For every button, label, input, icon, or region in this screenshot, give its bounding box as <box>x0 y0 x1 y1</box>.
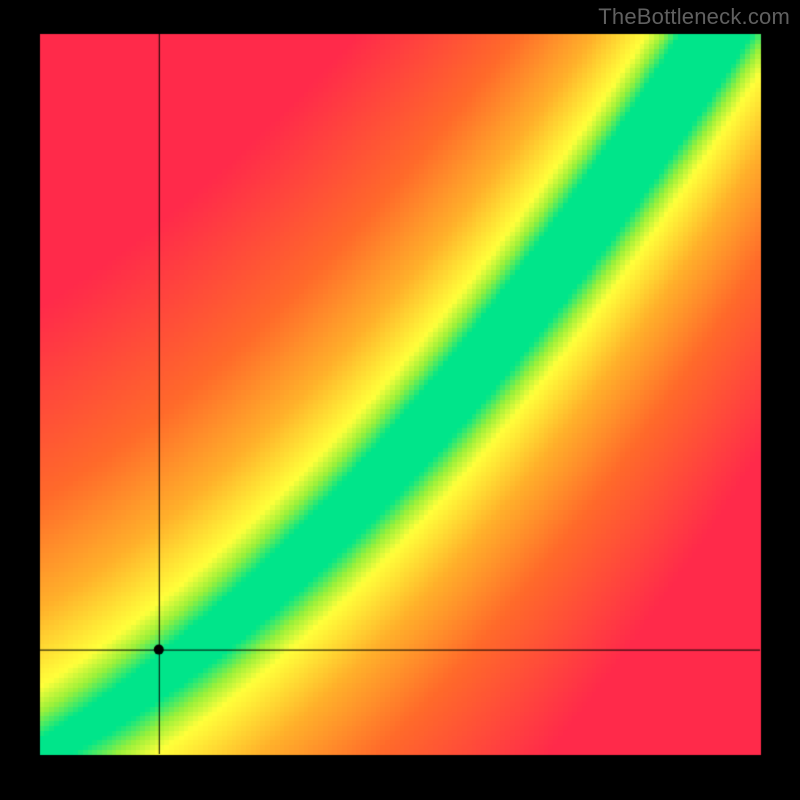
chart-container: TheBottleneck.com <box>0 0 800 800</box>
bottleneck-heatmap <box>0 0 800 800</box>
watermark-text: TheBottleneck.com <box>598 4 790 30</box>
